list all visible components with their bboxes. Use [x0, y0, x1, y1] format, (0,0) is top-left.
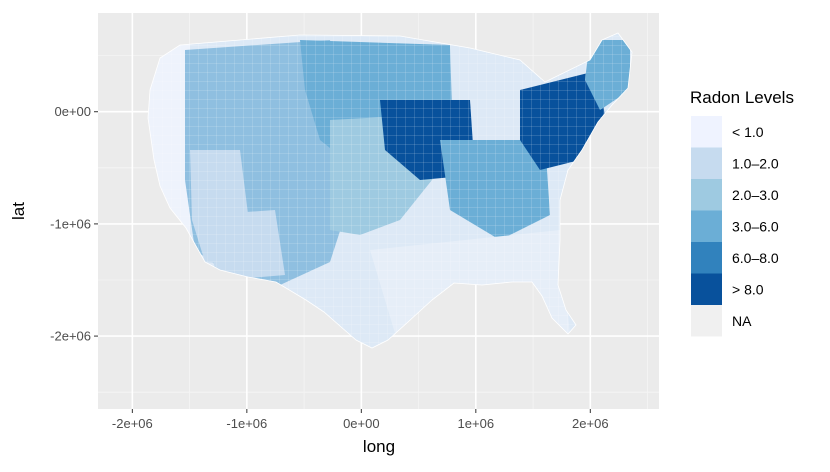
y-tick-label: -1e+06: [50, 216, 91, 231]
legend: Radon Levels < 1.0 1.0–2.0 2.0–3.0 3.0–6.0 6…: [690, 88, 794, 337]
legend-title: Radon Levels: [690, 88, 794, 107]
legend-key: [691, 179, 722, 211]
y-axis: 0e+00 -1e+06 -2e+06: [50, 104, 98, 344]
y-axis-title: lat: [9, 202, 28, 220]
x-tick-label: 0e+00: [343, 416, 380, 431]
x-tick-label: -2e+06: [112, 416, 153, 431]
legend-key: [691, 242, 722, 274]
legend-label: NA: [732, 313, 752, 329]
legend-key: [691, 273, 722, 305]
x-axis: -2e+06 -1e+06 0e+00 1e+06 2e+06: [112, 409, 609, 431]
legend-key: [691, 305, 722, 337]
y-tick-label: 0e+00: [54, 104, 91, 119]
legend-key: [691, 210, 722, 242]
x-tick-label: 2e+06: [572, 416, 609, 431]
legend-label: 3.0–6.0: [732, 218, 779, 234]
y-tick-label: -2e+06: [50, 329, 91, 344]
legend-label: 6.0–8.0: [732, 250, 779, 266]
legend-label: > 8.0: [732, 281, 764, 297]
x-tick-label: -1e+06: [226, 416, 267, 431]
us-map: [147, 32, 633, 349]
legend-label: 2.0–3.0: [732, 187, 779, 203]
legend-label: 1.0–2.0: [732, 155, 779, 171]
legend-key: [691, 116, 722, 148]
map-outline: [147, 32, 633, 349]
x-axis-title: long: [363, 437, 395, 456]
legend-items: < 1.0 1.0–2.0 2.0–3.0 3.0–6.0 6.0–8.0 > 8.0 NA: [691, 116, 779, 337]
legend-label: < 1.0: [732, 124, 764, 140]
legend-key: [691, 147, 722, 179]
x-tick-label: 1e+06: [458, 416, 495, 431]
